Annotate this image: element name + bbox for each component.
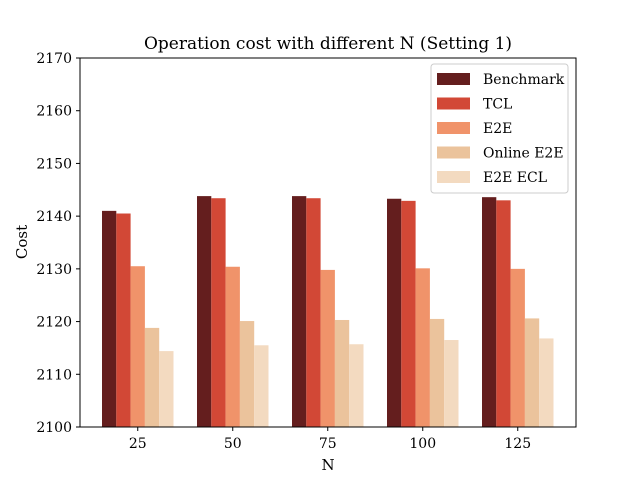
y-tick-label: 2150 [36, 156, 72, 172]
plot-frame [79, 57, 577, 428]
x-tick-label: 50 [224, 436, 242, 452]
y-tick-label: 2160 [36, 104, 72, 120]
bar-e2e-25 [130, 266, 145, 427]
x-axis-label: N [321, 456, 334, 474]
legend-swatch-online-e2e [437, 146, 470, 159]
x-tick-label: 125 [504, 436, 531, 452]
legend-swatch-e2e [437, 122, 470, 134]
y-tick-label: 2100 [36, 420, 72, 436]
bar-online-e2e-100 [429, 318, 445, 427]
legend-swatch-tcl [437, 97, 470, 110]
bar-tcl-25 [116, 213, 131, 427]
bar-online-e2e-75 [334, 319, 350, 427]
legend-label: E2E ECL [483, 170, 547, 186]
bar-online-e2e-125 [524, 318, 540, 427]
legend-label: TCL [483, 97, 512, 113]
bar-e2e-ecl-125 [539, 338, 554, 427]
bar-e2e-ecl-100 [444, 340, 459, 427]
x-tick-label: 75 [319, 436, 337, 452]
bar-benchmark-100 [387, 198, 402, 427]
bar-benchmark-125 [482, 197, 497, 427]
bar-e2e-50 [225, 266, 240, 427]
bar-tcl-50 [211, 198, 226, 427]
legend-label: E2E [483, 121, 512, 137]
legend-swatch-e2e-ecl [437, 171, 470, 183]
plot-area: 25 50 75 100 125 2100 2110 2120 2130 2140 2150 2160… [36, 51, 554, 452]
bar-benchmark-50 [197, 196, 212, 427]
legend-frame [430, 63, 569, 194]
y-tick-label: 2140 [36, 209, 72, 225]
bar-e2e-75 [320, 269, 335, 427]
bar-e2e-ecl-75 [349, 344, 364, 427]
y-axis-label: Cost [13, 225, 31, 259]
y-tick-label: 2120 [36, 315, 72, 331]
legend: Benchmark TCL E2E Online E2E E2E ECL [430, 63, 569, 194]
legend-label: Benchmark [483, 72, 565, 88]
x-tick-label: 100 [409, 436, 436, 452]
bar-tcl-75 [306, 198, 321, 427]
y-tick-label: 2130 [36, 262, 72, 278]
bar-e2e-ecl-50 [254, 345, 269, 427]
legend-swatch-benchmark [437, 73, 470, 85]
x-tick-label: 25 [129, 436, 147, 452]
bar-benchmark-75 [292, 196, 307, 427]
bar-benchmark-25 [102, 210, 117, 427]
bar-e2e-100 [415, 268, 430, 427]
bar-online-e2e-25 [144, 327, 160, 427]
bar-tcl-125 [496, 200, 511, 427]
chart-title: Operation cost with different N (Setting… [144, 34, 512, 54]
legend-label: Online E2E [483, 146, 564, 162]
bar-online-e2e-50 [239, 321, 255, 427]
y-tick-label: 2110 [36, 367, 72, 383]
y-tick-label: 2170 [36, 51, 72, 67]
bar-e2e-125 [510, 268, 525, 427]
bar-tcl-100 [401, 200, 416, 427]
bar-e2e-ecl-25 [159, 351, 174, 427]
